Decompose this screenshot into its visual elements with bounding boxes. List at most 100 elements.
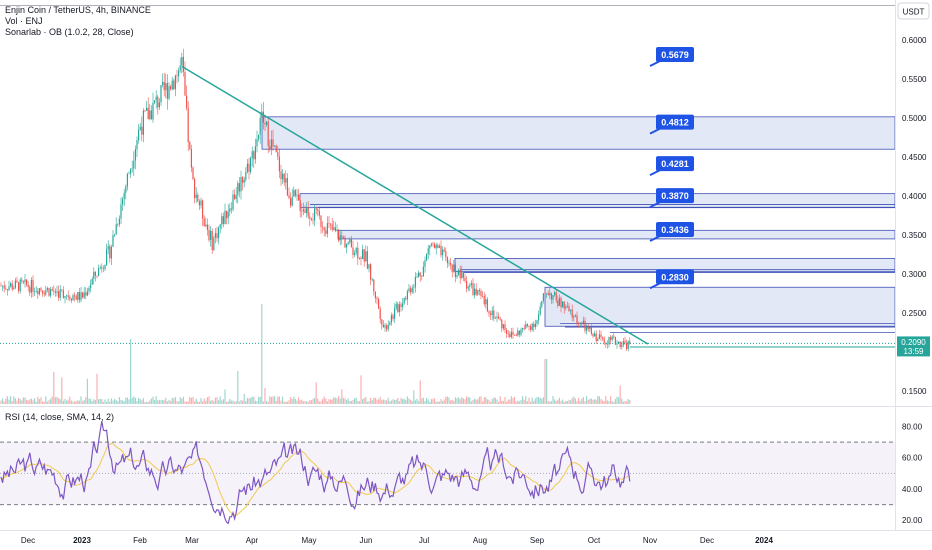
candle-body xyxy=(557,300,559,306)
volume-bar xyxy=(346,400,348,404)
price-label-box[interactable] xyxy=(656,221,694,237)
candle-body xyxy=(477,290,479,295)
candle-body xyxy=(550,293,552,300)
volume-bar xyxy=(614,399,616,404)
candle-body xyxy=(219,224,221,228)
volume-bar xyxy=(464,399,466,404)
volume-bar xyxy=(448,397,450,404)
time-axis[interactable]: Dec 2023 Feb Mar Apr May Jun Jul Aug Sep Oct Nov Dec… xyxy=(0,530,932,546)
candle-body xyxy=(541,300,543,307)
volume-bar xyxy=(101,399,103,404)
candle-body xyxy=(139,126,141,130)
price-label-box[interactable] xyxy=(656,188,694,204)
candle-body xyxy=(510,331,512,337)
volume-bar xyxy=(363,398,365,404)
candle-body xyxy=(264,122,266,125)
volume-bar xyxy=(597,396,599,404)
volume-bar xyxy=(130,339,132,404)
candle-body xyxy=(144,110,146,112)
candle-body xyxy=(368,264,370,269)
candle-body xyxy=(616,343,618,345)
candle-body xyxy=(365,251,367,262)
volume-bar xyxy=(365,396,367,404)
candle-body xyxy=(11,283,13,290)
candle-body xyxy=(150,110,152,120)
volume-bar xyxy=(442,401,444,404)
candle-body xyxy=(152,102,154,120)
volume-bar xyxy=(394,399,396,404)
chart-title: Enjin Coin / TetherUS, 4h, BINANCE xyxy=(5,5,151,15)
candle-body xyxy=(171,80,173,90)
volume-bar xyxy=(360,375,362,404)
volume-bar xyxy=(437,401,439,404)
candle-body xyxy=(376,298,378,300)
candle-body xyxy=(595,333,597,342)
volume-bar xyxy=(526,401,528,404)
volume-bar xyxy=(586,396,588,404)
volume-bar xyxy=(51,396,53,404)
candle-body xyxy=(3,285,5,289)
candle-body xyxy=(509,334,511,337)
candle-body xyxy=(621,344,623,347)
volume-bar xyxy=(42,401,44,404)
candle-body xyxy=(168,86,170,99)
volume-bar xyxy=(304,400,306,404)
candle-body xyxy=(85,292,87,296)
candle-body xyxy=(120,204,122,219)
volume-bar xyxy=(258,396,260,404)
volume-bar xyxy=(379,396,381,404)
volume-bar xyxy=(573,396,575,404)
price-label-box[interactable] xyxy=(656,156,694,172)
time-tick-label: Jul xyxy=(419,536,429,545)
volume-bar xyxy=(626,401,628,404)
candle-body xyxy=(357,247,359,259)
price-pane[interactable]: 0.5679 0.4812 0.4281 0.3870 0.3436 0.2830 xyxy=(0,0,896,405)
volume-bar xyxy=(210,400,212,404)
candle-body xyxy=(107,246,109,250)
candle-body xyxy=(302,209,304,212)
candle-body xyxy=(563,301,565,309)
volume-bar xyxy=(266,401,268,404)
candle-body xyxy=(342,237,344,239)
candle-body xyxy=(179,65,181,71)
price-label-box[interactable] xyxy=(656,47,694,63)
volume-bar xyxy=(611,401,613,404)
candle-body xyxy=(210,230,212,241)
volume-bar xyxy=(112,400,114,404)
volume-bar xyxy=(67,399,69,404)
volume-bar xyxy=(157,400,159,404)
candle-body xyxy=(170,86,172,90)
currency-badge[interactable] xyxy=(897,2,930,20)
volume-bar xyxy=(83,399,85,404)
candle-body xyxy=(250,157,252,172)
candle-body xyxy=(200,200,202,206)
candle-body xyxy=(418,272,420,277)
volume-bar xyxy=(547,401,549,404)
rsi-pane[interactable]: RSI (14, close, SMA, 14, 2) 80.00 60.00 40… xyxy=(0,412,923,525)
candle-body xyxy=(46,288,48,291)
candle-body xyxy=(5,288,7,290)
candle-body xyxy=(629,341,631,344)
volume-bar xyxy=(232,400,234,404)
candle-body xyxy=(530,326,532,330)
volume-bar xyxy=(445,396,447,404)
candle-body xyxy=(91,278,93,285)
candle-body xyxy=(294,190,296,196)
volume-bar xyxy=(331,399,333,404)
volume-bar xyxy=(162,399,164,404)
price-label-box[interactable] xyxy=(656,114,694,130)
price-label-box[interactable] xyxy=(656,269,694,285)
volume-bar xyxy=(459,399,461,404)
candle-body xyxy=(480,291,482,296)
volume-bar xyxy=(75,401,77,404)
candle-body xyxy=(74,295,76,297)
volume-bar xyxy=(248,398,250,404)
candle-body xyxy=(350,238,352,248)
trend-line[interactable] xyxy=(181,65,649,345)
volume-bar xyxy=(450,400,452,404)
price-axis[interactable]: USDT 0.6000 0.5500 0.5000 0.4500 0.4000 0.350… xyxy=(895,0,931,530)
volume-bar xyxy=(230,400,232,404)
volume-bar xyxy=(142,398,144,404)
candle-body xyxy=(626,342,628,349)
